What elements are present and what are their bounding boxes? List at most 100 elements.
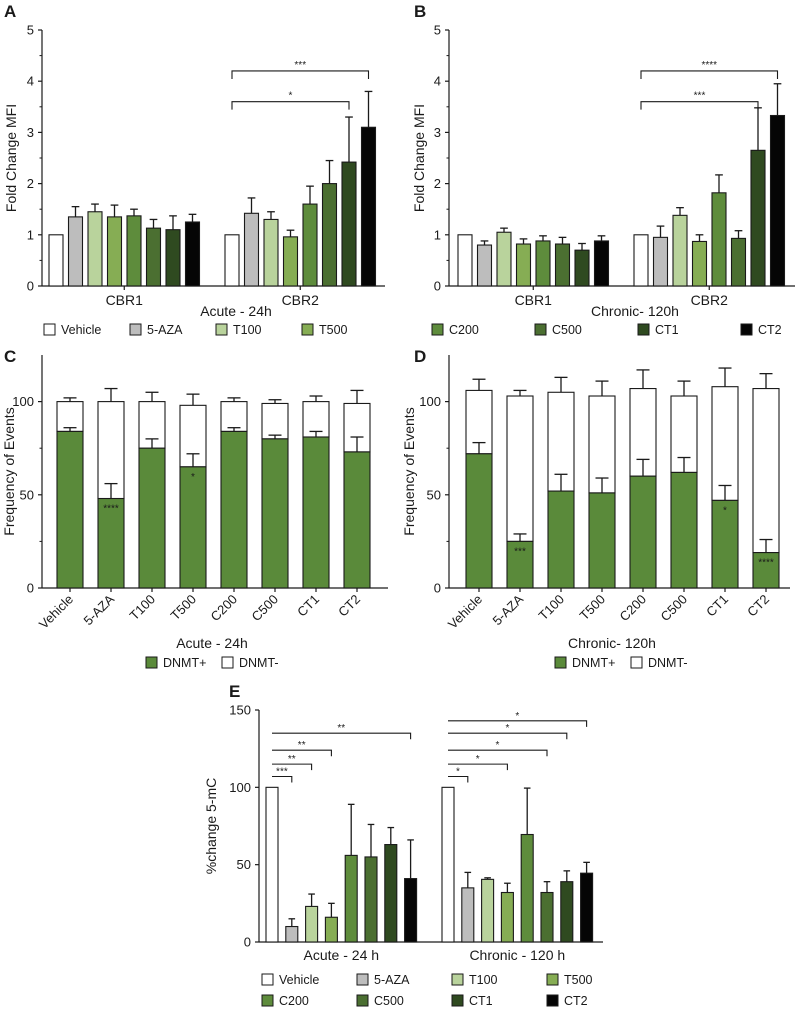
significance-label: ***: [514, 546, 526, 557]
bar-c500-1: [364, 856, 378, 943]
significance-label: **: [337, 723, 345, 734]
legend-swatch: [451, 994, 464, 1007]
bar-dnmt-positive: [588, 492, 616, 589]
y-axis-title: %change 5-mC: [203, 778, 219, 875]
bar-ct2-1: [404, 878, 418, 943]
legend-swatch: [546, 973, 559, 986]
significance-bracket: [231, 70, 370, 79]
significance-bracket: [448, 763, 508, 771]
bar-c500-2: [730, 237, 747, 287]
bar-c200-2: [711, 192, 727, 287]
bar-ct2-2: [769, 114, 786, 287]
legend-label: C500: [552, 323, 582, 337]
y-tick-label: 100: [419, 394, 441, 409]
legend-label: 5-AZA: [374, 973, 410, 987]
legend-swatch: [221, 656, 234, 669]
group-label: CBR1: [515, 292, 553, 308]
significance-bracket: [448, 749, 548, 757]
x-axis-title: Chronic- 120h: [568, 635, 656, 651]
bar-c500-1: [145, 227, 162, 287]
bar-dnmt-positive: [465, 453, 493, 589]
y-tick-label: 4: [434, 74, 441, 89]
bar-c500-2: [321, 183, 338, 287]
legend-label: T100: [469, 973, 498, 987]
legend-swatch: [554, 656, 567, 669]
bar-dnmt-positive: [179, 466, 207, 589]
significance-label: **: [288, 754, 296, 765]
significance-label: **: [298, 740, 306, 751]
bar-dnmt-positive: [343, 451, 371, 589]
bar-dnmt-negative: [711, 386, 739, 501]
panel-letter: E: [229, 682, 240, 701]
bar-vehicle-2: [441, 786, 455, 943]
significance-label: ***: [276, 767, 288, 778]
x-axis-title: Acute - 24h: [200, 303, 272, 319]
bar-dnmt-positive: [261, 438, 289, 589]
legend-label: C500: [374, 994, 404, 1008]
legend-label: CT1: [469, 994, 493, 1008]
significance-label: *: [476, 754, 480, 765]
y-axis-title: Fold Change MFI: [411, 104, 427, 212]
bar-dnmt-negative: [56, 401, 84, 432]
significance-bracket: [272, 775, 293, 783]
legend-swatch: [546, 994, 559, 1007]
y-axis-title: Frequency of Events: [1, 407, 17, 535]
bar-dnmt-positive: [670, 471, 698, 589]
significance-label: *: [505, 723, 509, 734]
bar-vehicle-2: [633, 234, 649, 287]
legend-swatch: [534, 323, 547, 336]
bar-t100-2: [481, 878, 495, 943]
y-tick-label: 0: [434, 581, 441, 596]
significance-bracket: [272, 732, 412, 740]
legend-swatch: [129, 323, 142, 336]
legend-swatch: [261, 994, 274, 1007]
bar-5-aza-1: [67, 216, 84, 287]
legend-label: C200: [449, 323, 479, 337]
legend-swatch: [356, 994, 369, 1007]
bar-t500-2: [282, 236, 299, 287]
y-tick-label: 5: [27, 23, 34, 38]
y-tick-label: 0: [27, 279, 34, 294]
group-label: CBR1: [106, 292, 144, 308]
x-tick-label: 5-AZA: [489, 591, 526, 628]
bar-5-aza-1: [476, 244, 493, 287]
significance-bracket: [448, 775, 469, 783]
legend-label: Vehicle: [279, 973, 319, 987]
bar-dnmt-negative: [261, 402, 289, 440]
bar-t500-2: [691, 240, 708, 287]
legend-label: DNMT-: [648, 656, 688, 670]
bar-dnmt-negative: [506, 395, 534, 542]
bar-t500-1: [515, 243, 532, 287]
bar-dnmt-positive: [547, 490, 575, 589]
y-tick-label: 50: [237, 857, 251, 872]
significance-label: *: [515, 711, 519, 722]
y-axis-title: Frequency of Events: [401, 407, 417, 535]
legend-swatch: [740, 323, 753, 336]
significance-bracket: [640, 101, 759, 110]
bar-ct1-1: [384, 844, 398, 943]
x-tick-label: CT2: [744, 592, 772, 620]
legend-swatch: [431, 323, 444, 336]
bar-ct1-2: [560, 881, 574, 943]
bar-5-aza-2: [461, 887, 475, 943]
y-tick-label: 5: [434, 23, 441, 38]
legend-label: Vehicle: [61, 323, 101, 337]
significance-bracket: [231, 101, 350, 110]
x-tick-label: CT1: [703, 592, 731, 620]
bar-vehicle-1: [48, 234, 64, 287]
significance-label: *: [289, 91, 293, 102]
legend-swatch: [261, 973, 274, 986]
bars-layer: [43, 70, 786, 1007]
x-tick-label: C200: [208, 592, 241, 625]
legend-label: DNMT+: [163, 656, 206, 670]
bar-t500-1: [106, 216, 123, 287]
y-tick-label: 100: [12, 394, 34, 409]
bar-t100-2: [672, 214, 688, 287]
x-tick-label: C200: [617, 592, 650, 625]
bar-t500-2: [500, 891, 514, 943]
y-tick-label: 0: [434, 279, 441, 294]
significance-label: *: [456, 767, 460, 778]
bar-dnmt-positive: [302, 436, 330, 589]
y-tick-label: 50: [427, 487, 441, 502]
y-tick-label: 2: [27, 176, 34, 191]
